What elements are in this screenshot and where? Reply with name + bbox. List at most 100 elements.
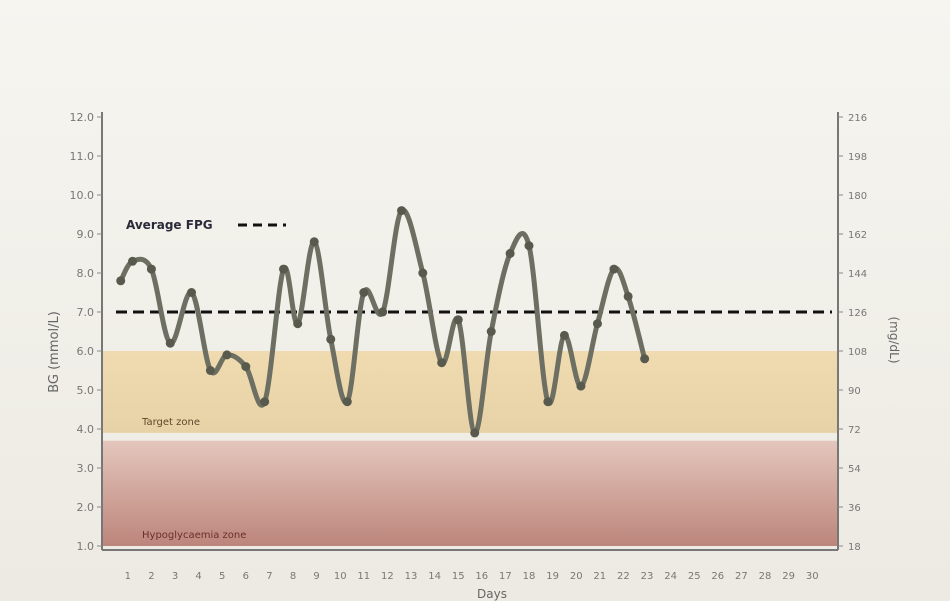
data-point	[640, 354, 650, 364]
data-point	[128, 256, 138, 266]
data-point	[418, 268, 428, 278]
x-tick-label: 25	[688, 571, 701, 582]
y-right-tick-label: 18	[848, 542, 861, 553]
x-tick-label: 15	[452, 571, 465, 582]
x-tick-label: 3	[172, 571, 178, 582]
data-point	[241, 362, 251, 372]
y-tick-label: 2.0	[77, 501, 95, 514]
x-tick-label: 20	[570, 571, 583, 582]
hypoglycaemia-zone	[102, 440, 838, 546]
data-point	[524, 241, 534, 251]
data-point	[165, 338, 175, 348]
x-tick-label: 17	[499, 571, 512, 582]
legend-label: Average FPG	[126, 218, 213, 232]
y-right-tick-label: 198	[848, 152, 867, 163]
y-tick-label: 5.0	[77, 384, 95, 397]
x-tick-label: 27	[735, 571, 748, 582]
data-point	[559, 330, 569, 340]
y-right-tick-label: 54	[848, 464, 861, 475]
data-point	[293, 319, 303, 329]
y-axis-label-right: (mg/dL)	[887, 316, 901, 363]
x-tick-label: 21	[593, 571, 606, 582]
x-tick-label: 24	[664, 571, 677, 582]
data-point	[326, 334, 336, 344]
x-tick-label: 8	[290, 571, 296, 582]
y-right-tick-label: 72	[848, 425, 861, 436]
x-tick-label: 6	[243, 571, 249, 582]
y-tick-label: 9.0	[77, 228, 95, 241]
right-y-ticks: 216 198 180 162 144 126 108 90 72 54 36 18	[838, 113, 867, 553]
data-point	[260, 397, 270, 407]
y-tick-label: 6.0	[77, 345, 95, 358]
series-line	[118, 207, 648, 436]
data-point	[342, 397, 352, 407]
y-tick-label: 11.0	[70, 150, 95, 163]
x-axis-label: Days	[477, 587, 507, 601]
y-tick-label: 7.0	[77, 306, 95, 319]
x-tick-label: 7	[266, 571, 272, 582]
x-tick-label: 9	[313, 571, 319, 582]
x-tick-label: 16	[475, 571, 488, 582]
y-right-tick-label: 108	[848, 347, 867, 358]
target-zone-label: Target zone	[141, 417, 200, 428]
x-tick-label: 13	[405, 571, 418, 582]
legend: Average FPG	[126, 218, 286, 232]
y-right-tick-label: 162	[848, 230, 867, 241]
data-point	[453, 315, 463, 325]
data-point	[279, 264, 289, 274]
y-right-tick-label: 180	[848, 191, 867, 202]
y-right-tick-label: 126	[848, 308, 867, 319]
x-tick-label: 28	[759, 571, 772, 582]
data-point	[505, 249, 515, 258]
zones-layer: Target zone Hypoglycaemia zone	[102, 351, 838, 546]
data-point	[397, 206, 407, 216]
data-point	[205, 366, 215, 375]
x-ticks: 1 2 3 4 5 6 7 8 9 10 11 12 13 14 15 16 17 18 19 20 21 22 23 24 2…	[125, 571, 819, 582]
x-tick-label: 23	[641, 571, 654, 582]
x-tick-label: 14	[428, 571, 441, 582]
y-right-tick-label: 36	[848, 503, 861, 514]
data-point	[187, 288, 197, 297]
data-point	[486, 327, 496, 336]
y-tick-label: 8.0	[77, 267, 95, 280]
x-tick-label: 11	[357, 571, 370, 582]
x-tick-label: 2	[148, 571, 154, 582]
data-point	[359, 288, 369, 297]
data-point	[222, 350, 232, 360]
y-tick-label: 12.0	[70, 111, 95, 124]
x-tick-label: 22	[617, 571, 630, 582]
x-tick-label: 12	[381, 571, 394, 582]
data-point	[378, 307, 388, 317]
y-tick-label: 1.0	[77, 540, 95, 553]
data-point	[576, 381, 586, 391]
data-point	[609, 264, 619, 274]
data-point	[543, 397, 553, 407]
x-tick-label: 18	[523, 571, 536, 582]
x-tick-label: 5	[219, 571, 225, 582]
hypoglycaemia-zone-label: Hypoglycaemia zone	[142, 530, 246, 541]
y-tick-label: 10.0	[70, 189, 95, 202]
x-tick-label: 30	[806, 571, 819, 582]
x-tick-label: 4	[195, 571, 201, 582]
left-y-ticks: 12.0 11.0 10.0 9.0 8.0 7.0 6.0 5.0 4.0 3.0 2.0 1.0	[70, 111, 102, 553]
data-point	[470, 428, 480, 438]
x-tick-label: 26	[711, 571, 724, 582]
y-right-tick-label: 144	[848, 269, 867, 280]
x-tick-label: 29	[782, 571, 795, 582]
x-tick-label: 19	[546, 571, 559, 582]
data-point	[592, 319, 602, 329]
data-point	[309, 237, 319, 247]
data-point	[437, 358, 447, 368]
series-layer	[116, 206, 650, 438]
y-right-tick-label: 90	[848, 386, 861, 397]
x-tick-label: 1	[125, 571, 131, 582]
y-right-tick-label: 216	[848, 113, 867, 124]
data-point	[116, 276, 126, 286]
y-axis-label: BG (mmol/L)	[47, 311, 62, 393]
x-tick-label: 10	[334, 571, 347, 582]
data-point	[623, 291, 633, 301]
data-point	[146, 264, 156, 274]
y-tick-label: 4.0	[77, 423, 95, 436]
y-tick-label: 3.0	[77, 462, 95, 475]
